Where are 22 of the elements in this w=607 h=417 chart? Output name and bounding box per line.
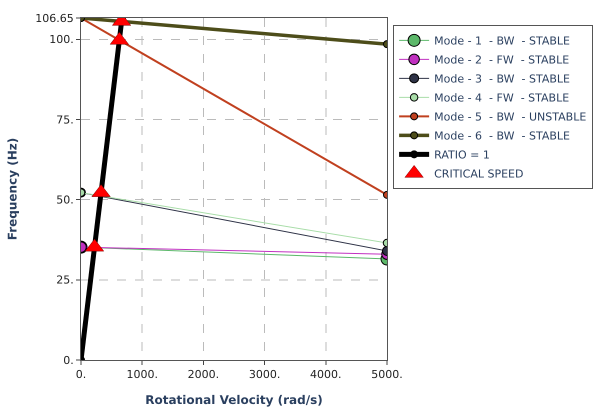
legend-label: RATIO = 1: [434, 148, 490, 162]
legend-label: Mode - 3 - BW - STABLE: [434, 72, 570, 86]
y-tick-label: 106.65: [35, 12, 74, 25]
y-axis-title: Frequency (Hz): [6, 138, 20, 240]
x-tick-label: 0.: [76, 368, 86, 382]
x-tick-label: 4000.: [310, 368, 342, 382]
y-tick-label: 100.: [49, 33, 74, 46]
x-tick-label: 5000.: [371, 368, 403, 382]
legend-label: Mode - 1 - BW - STABLE: [434, 34, 570, 48]
y-tick-label: 0.: [63, 354, 74, 367]
x-tick-label: 2000.: [188, 368, 220, 382]
x-tick-label: 1000.: [126, 368, 158, 382]
y-tick-label: 50.: [56, 194, 74, 207]
legend-label: Mode - 6 - BW - STABLE: [434, 130, 570, 143]
legend-label: Mode - 5 - BW - UNSTABLE: [434, 110, 586, 124]
legend-label: Mode - 2 - FW - STABLE: [434, 54, 570, 67]
legend-label: Mode - 4 - FW - STABLE: [434, 92, 570, 105]
y-tick-label: 75.: [56, 113, 74, 126]
y-tick-label: 25.: [56, 274, 74, 287]
x-axis-title: Rotational Velocity (rad/s): [145, 393, 323, 408]
x-tick-label: 3000.: [248, 368, 280, 382]
legend-label: CRITICAL SPEED: [434, 168, 524, 181]
